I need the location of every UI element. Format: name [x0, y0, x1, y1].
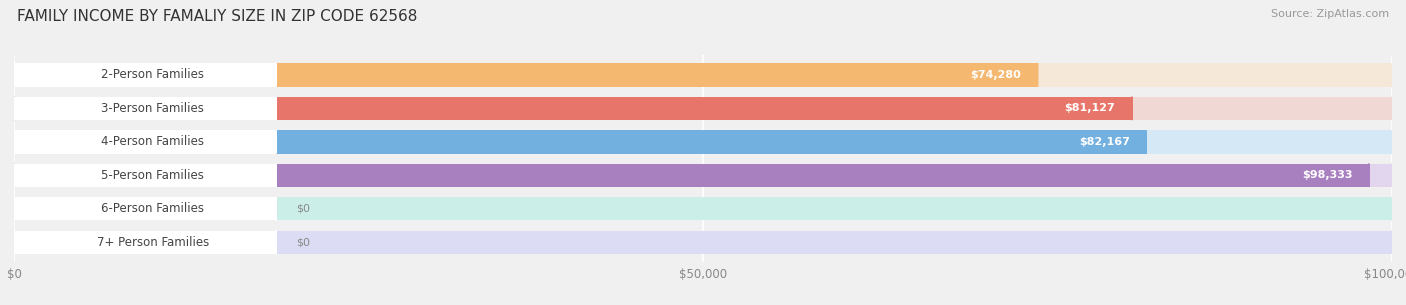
- FancyBboxPatch shape: [14, 163, 276, 187]
- FancyBboxPatch shape: [14, 63, 1392, 87]
- FancyBboxPatch shape: [14, 63, 1038, 87]
- FancyBboxPatch shape: [14, 130, 1392, 154]
- Text: 3-Person Families: 3-Person Families: [101, 102, 204, 115]
- FancyBboxPatch shape: [14, 130, 276, 154]
- Text: $74,280: $74,280: [970, 70, 1021, 80]
- Text: $0: $0: [297, 204, 311, 214]
- Text: $82,167: $82,167: [1078, 137, 1129, 147]
- FancyBboxPatch shape: [14, 130, 1146, 154]
- FancyBboxPatch shape: [14, 197, 1392, 221]
- FancyBboxPatch shape: [14, 231, 1392, 254]
- FancyBboxPatch shape: [14, 97, 1132, 120]
- FancyBboxPatch shape: [14, 163, 1369, 187]
- FancyBboxPatch shape: [14, 63, 276, 87]
- FancyBboxPatch shape: [14, 163, 1392, 187]
- Text: 6-Person Families: 6-Person Families: [101, 202, 204, 215]
- FancyBboxPatch shape: [14, 97, 276, 120]
- FancyBboxPatch shape: [14, 97, 1392, 120]
- Text: FAMILY INCOME BY FAMALIY SIZE IN ZIP CODE 62568: FAMILY INCOME BY FAMALIY SIZE IN ZIP COD…: [17, 9, 418, 24]
- Text: $0: $0: [297, 237, 311, 247]
- Text: 2-Person Families: 2-Person Families: [101, 68, 204, 81]
- FancyBboxPatch shape: [14, 231, 276, 254]
- Text: $98,333: $98,333: [1302, 170, 1353, 180]
- Text: Source: ZipAtlas.com: Source: ZipAtlas.com: [1271, 9, 1389, 19]
- Text: 5-Person Families: 5-Person Families: [101, 169, 204, 182]
- Text: 4-Person Families: 4-Person Families: [101, 135, 204, 148]
- FancyBboxPatch shape: [14, 197, 276, 221]
- Text: $81,127: $81,127: [1064, 103, 1115, 113]
- Text: 7+ Person Families: 7+ Person Families: [97, 236, 209, 249]
